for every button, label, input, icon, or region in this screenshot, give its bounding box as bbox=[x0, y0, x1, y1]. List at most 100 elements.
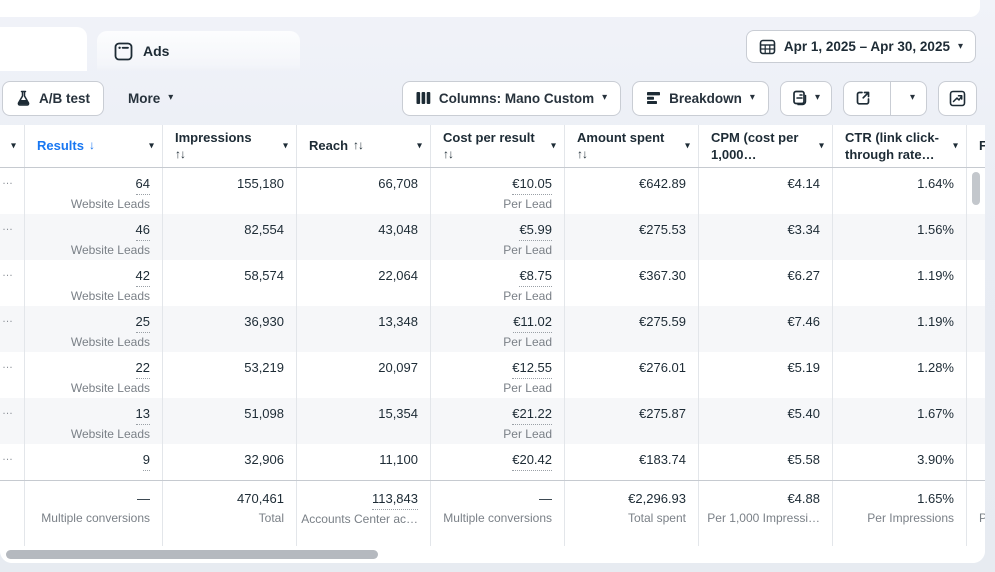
ads-icon bbox=[114, 42, 133, 61]
summary-cell-cost-per-result: — Multiple conversions bbox=[431, 481, 565, 546]
truncated-text: … bbox=[2, 359, 13, 371]
row-cell-cpm: €4.14 bbox=[699, 168, 833, 214]
horizontal-scrollbar[interactable] bbox=[0, 546, 985, 563]
row-cell-reach: 11,100 bbox=[297, 444, 431, 480]
header-cell-cpm[interactable]: CPM (cost per 1,000… ▾ bbox=[699, 125, 833, 167]
row-cell-impressions: 58,574 bbox=[163, 260, 297, 306]
row-cell-results: 9 bbox=[25, 444, 163, 480]
chevron-down-icon[interactable]: ▾ bbox=[282, 140, 288, 152]
row-cell-clipped: … bbox=[0, 260, 25, 306]
row-cell-impressions: 53,219 bbox=[163, 352, 297, 398]
row-cell-reach: 22,064 bbox=[297, 260, 431, 306]
row-cell-ctr: 1.19% bbox=[833, 260, 967, 306]
table-row[interactable]: … 64 Website Leads 155,180 66,708 €10.05… bbox=[0, 168, 985, 214]
row-cell-results: 42 Website Leads bbox=[25, 260, 163, 306]
table-row[interactable]: … 42 Website Leads 58,574 22,064 €8.75 P… bbox=[0, 260, 985, 306]
table-row[interactable]: … 9 32,906 11,100 €20.42 €183.74 €5.58 3… bbox=[0, 444, 985, 480]
sort-icon: ↑↓ bbox=[577, 147, 588, 162]
truncated-text: … bbox=[2, 451, 13, 463]
chevron-down-icon[interactable]: ▾ bbox=[818, 140, 824, 152]
chevron-down-icon[interactable]: ▾ bbox=[148, 140, 154, 152]
row-cell-impressions: 32,906 bbox=[163, 444, 297, 480]
row-cell-impressions: 51,098 bbox=[163, 398, 297, 444]
chevron-down-icon[interactable]: ▾ bbox=[550, 140, 556, 152]
charts-button[interactable] bbox=[938, 80, 977, 116]
header-cell-impressions[interactable]: Impressions ↑↓ ▾ bbox=[163, 125, 297, 167]
table-row[interactable]: … 22 Website Leads 53,219 20,097 €12.55 … bbox=[0, 352, 985, 398]
calendar-icon bbox=[759, 38, 776, 55]
breakdown-label: Breakdown bbox=[669, 90, 742, 106]
top-panel-edge bbox=[0, 0, 980, 17]
vertical-scrollbar[interactable] bbox=[972, 170, 980, 430]
row-cell-cost-per-result: €8.75 Per Lead bbox=[431, 260, 565, 306]
chevron-down-icon: ▾ bbox=[10, 140, 16, 152]
header-cell-amount-spent[interactable]: Amount spent ↑↓ ▾ bbox=[565, 125, 699, 167]
row-cell-ctr: 3.90% bbox=[833, 444, 967, 480]
export-caret-segment[interactable]: ▾ bbox=[899, 82, 926, 115]
row-cell-frequency bbox=[967, 444, 985, 480]
table-header-row: ▾ Results ↓ ▾ Impressions ↑↓ ▾ Reach ↑↓ … bbox=[0, 125, 985, 168]
row-cell-amount-spent: €275.59 bbox=[565, 306, 699, 352]
row-cell-impressions: 82,554 bbox=[163, 214, 297, 260]
export-button[interactable]: ▾ bbox=[842, 80, 927, 116]
row-cell-clipped: … bbox=[0, 444, 25, 480]
header-cell-frequency[interactable]: F bbox=[979, 138, 985, 154]
reports-button[interactable]: ▾ bbox=[779, 80, 832, 116]
table-row[interactable]: … 13 Website Leads 51,098 15,354 €21.22 … bbox=[0, 398, 985, 444]
row-cell-results: 22 Website Leads bbox=[25, 352, 163, 398]
header-cell-ctr[interactable]: CTR (link click-through rate… ▾ bbox=[833, 125, 967, 167]
table-row[interactable]: … 46 Website Leads 82,554 43,048 €5.99 P… bbox=[0, 214, 985, 260]
sort-icon: ↑↓ bbox=[175, 147, 186, 162]
columns-button[interactable]: Columns: Mano Custom ▾ bbox=[401, 80, 622, 116]
row-cell-clipped: … bbox=[0, 306, 25, 352]
row-cell-amount-spent: €276.01 bbox=[565, 352, 699, 398]
toolbar: A/B test More ▾ Columns: Mano Custom ▾ B… bbox=[2, 80, 977, 116]
chevron-down-icon[interactable]: ▾ bbox=[416, 140, 422, 152]
chevron-down-icon: ▾ bbox=[749, 92, 755, 103]
export-icon bbox=[855, 90, 871, 106]
table-row[interactable]: … 25 Website Leads 36,930 13,348 €11.02 … bbox=[0, 306, 985, 352]
chevron-down-icon[interactable]: ▾ bbox=[684, 140, 690, 152]
row-cell-cpm: €3.34 bbox=[699, 214, 833, 260]
row-cell-ctr: 1.19% bbox=[833, 306, 967, 352]
chevron-down-icon[interactable]: ▾ bbox=[952, 140, 958, 152]
summary-cell-impressions: 470,461 Total bbox=[163, 481, 297, 546]
row-cell-reach: 66,708 bbox=[297, 168, 431, 214]
table-summary-row: — Multiple conversions 470,461 Total 113… bbox=[0, 480, 985, 546]
table-body: … 64 Website Leads 155,180 66,708 €10.05… bbox=[0, 168, 985, 480]
row-cell-cost-per-result: €11.02 Per Lead bbox=[431, 306, 565, 352]
tab-ads-label: Ads bbox=[143, 43, 170, 59]
date-range-button[interactable]: Apr 1, 2025 – Apr 30, 2025 ▾ bbox=[745, 30, 976, 63]
header-cell-results[interactable]: Results ↓ ▾ bbox=[25, 125, 163, 167]
chevron-down-icon: ▾ bbox=[957, 40, 963, 52]
vertical-scrollbar-thumb[interactable] bbox=[972, 172, 980, 205]
more-button[interactable]: More ▾ bbox=[115, 81, 186, 116]
tab-ads[interactable]: Ads bbox=[97, 31, 300, 71]
row-cell-cpm: €5.58 bbox=[699, 444, 833, 480]
header-cell-clipped[interactable]: ▾ bbox=[0, 125, 25, 167]
more-label: More bbox=[128, 90, 161, 106]
row-cell-cost-per-result: €20.42 bbox=[431, 444, 565, 480]
reports-segment[interactable]: ▾ bbox=[781, 82, 831, 115]
trend-chart-icon bbox=[949, 90, 966, 107]
row-cell-results: 64 Website Leads bbox=[25, 168, 163, 214]
horizontal-scrollbar-thumb[interactable] bbox=[6, 550, 378, 559]
columns-icon bbox=[416, 91, 431, 105]
summary-cell-clipped bbox=[0, 481, 25, 546]
truncated-text: … bbox=[2, 267, 13, 279]
row-cell-clipped: … bbox=[0, 352, 25, 398]
sort-icon: ↑↓ bbox=[353, 138, 364, 153]
header-cell-cost-per-result[interactable]: Cost per result ↑↓ ▾ bbox=[431, 125, 565, 167]
breakdown-icon bbox=[646, 91, 661, 105]
columns-label: Columns: Mano Custom bbox=[438, 90, 595, 106]
row-cell-cpm: €7.46 bbox=[699, 306, 833, 352]
header-cell-reach[interactable]: Reach ↑↓ ▾ bbox=[297, 125, 431, 167]
breakdown-button[interactable]: Breakdown ▾ bbox=[632, 80, 769, 116]
export-segment[interactable] bbox=[844, 82, 882, 115]
date-range-label: Apr 1, 2025 – Apr 30, 2025 bbox=[783, 39, 950, 54]
truncated-text: … bbox=[2, 175, 13, 187]
row-cell-cost-per-result: €5.99 Per Lead bbox=[431, 214, 565, 260]
row-cell-reach: 15,354 bbox=[297, 398, 431, 444]
ab-test-button[interactable]: A/B test bbox=[2, 80, 105, 116]
tab-active-partial[interactable] bbox=[0, 27, 87, 71]
